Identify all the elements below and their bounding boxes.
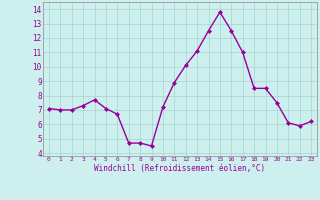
X-axis label: Windchill (Refroidissement éolien,°C): Windchill (Refroidissement éolien,°C) [94, 164, 266, 173]
